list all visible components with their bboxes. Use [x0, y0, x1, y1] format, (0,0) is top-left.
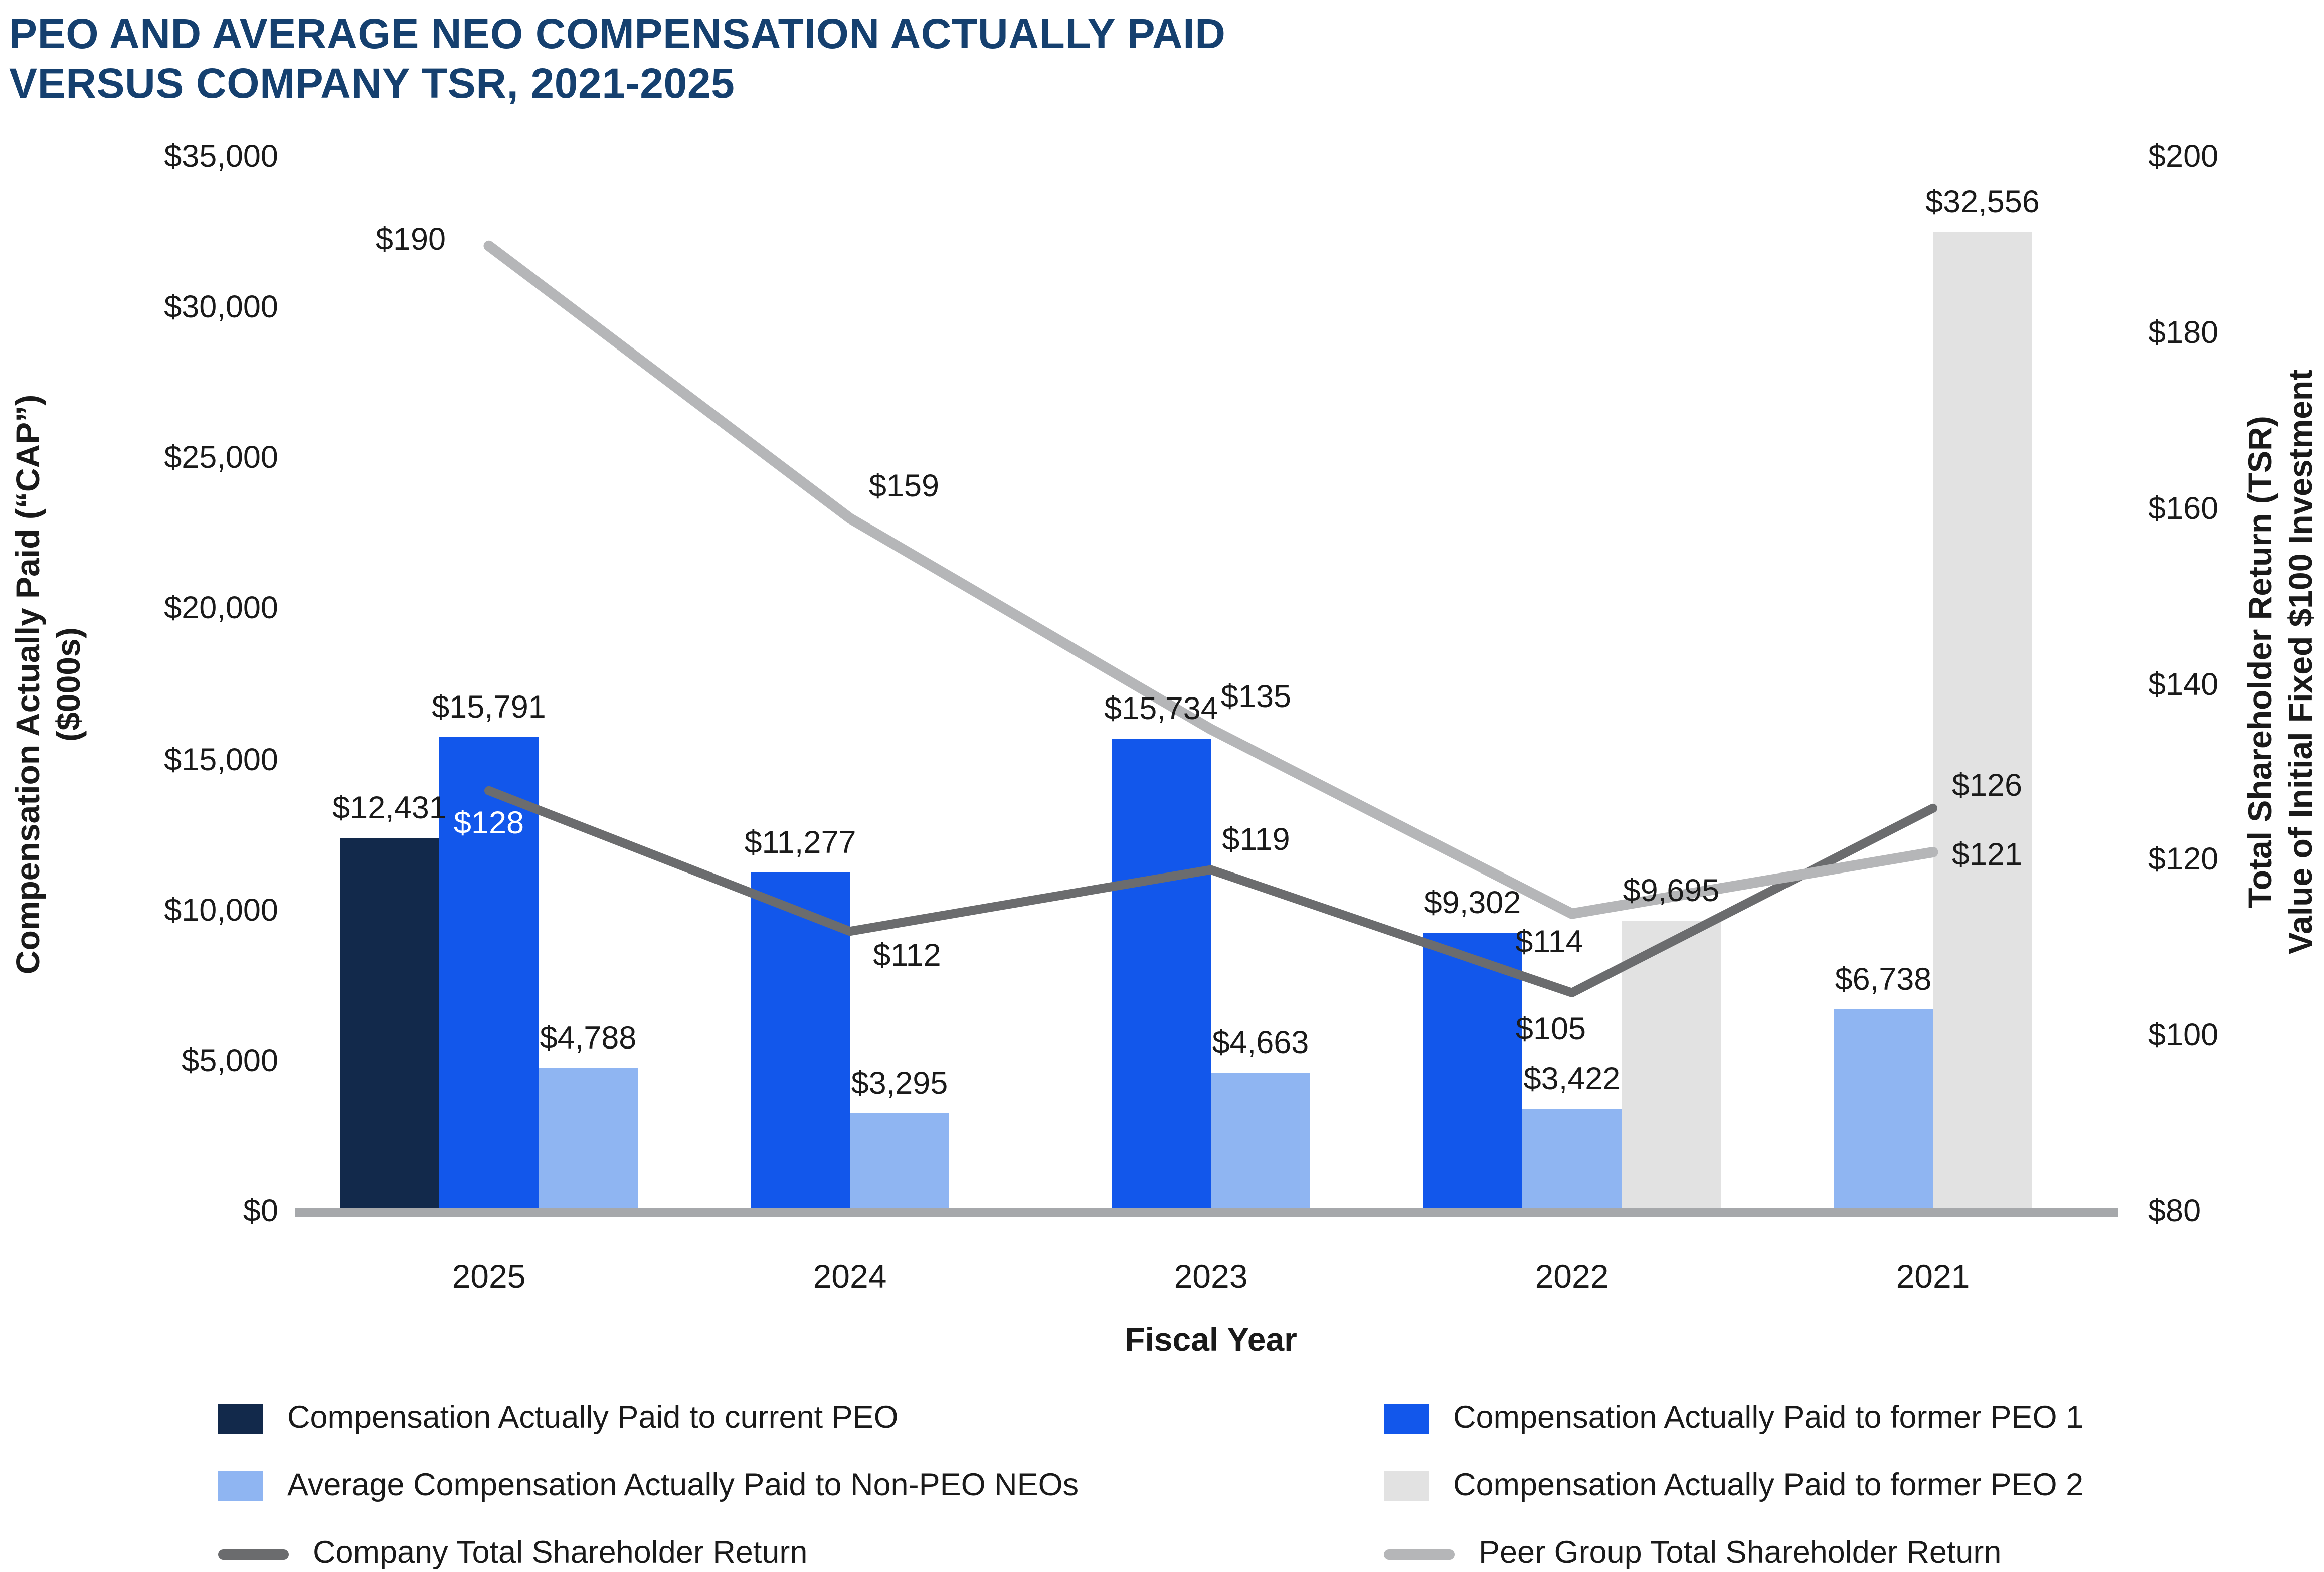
bar-value-label: $15,734	[1104, 691, 1218, 727]
legend-column: Compensation Actually Paid to former PEO…	[1384, 1401, 2083, 1572]
right-axis-tick-label: $140	[2148, 667, 2219, 702]
left-axis-tick-label: $25,000	[164, 441, 278, 476]
legend-item: Average Compensation Actually Paid to No…	[218, 1468, 1384, 1504]
tsr-point-label: $128	[453, 805, 524, 840]
right-axis-tick-label: $100	[2148, 1018, 2219, 1054]
bar	[539, 1068, 638, 1212]
legend: Compensation Actually Paid to current PE…	[218, 1401, 2324, 1572]
tsr-point-label: $112	[873, 939, 941, 974]
left-axis-tick-label: $30,000	[164, 290, 278, 325]
left-axis-tick-label: $0	[243, 1194, 278, 1229]
legend-line-swatch	[1384, 1548, 1455, 1559]
legend-line-swatch	[218, 1548, 289, 1559]
legend-label: Average Compensation Actually Paid to No…	[287, 1468, 1079, 1503]
bar	[850, 1113, 949, 1212]
tsr-point-label: $114	[1515, 926, 1583, 961]
bar	[1211, 1072, 1310, 1212]
left-axis-tick-label: $20,000	[164, 592, 278, 627]
bar-value-label: $9,302	[1424, 886, 1521, 921]
legend-label: Compensation Actually Paid to current PE…	[287, 1401, 899, 1435]
bar	[1423, 932, 1522, 1212]
bar	[1112, 738, 1211, 1212]
chart-title-line-2: VERSUS COMPANY TSR, 2021-2025	[9, 60, 735, 107]
tsr-point-label: $159	[868, 468, 940, 503]
x-axis-category-label: 2022	[1535, 1258, 1609, 1295]
legend-color-swatch	[218, 1471, 263, 1501]
legend-item: Compensation Actually Paid to current PE…	[218, 1401, 1384, 1437]
bar-value-label: $15,791	[432, 690, 546, 725]
right-axis-title: Total Shareholder Return (TSR) Value of …	[2240, 370, 2321, 954]
tsr-point-label: $121	[1951, 838, 2023, 874]
legend-item: Peer Group Total Shareholder Return	[1384, 1536, 2083, 1572]
right-axis-tick-label: $200	[2148, 140, 2219, 174]
left-axis-title: Compensation Actually Paid (“CAP”) ($000…	[8, 395, 89, 974]
tsr-point-label: $119	[1222, 823, 1290, 858]
x-axis-category-label: 2021	[1896, 1258, 1970, 1295]
legend-label: Company Total Shareholder Return	[313, 1536, 808, 1570]
legend-label: Peer Group Total Shareholder Return	[1479, 1536, 2002, 1570]
left-axis-tick-label: $10,000	[164, 893, 278, 928]
bar	[1522, 1109, 1622, 1212]
tsr-point-label: $135	[1220, 679, 1292, 715]
bar-value-label: $3,422	[1523, 1063, 1621, 1098]
legend-color-swatch	[218, 1404, 263, 1434]
bar-value-label: $6,738	[1835, 963, 1932, 998]
bar	[1834, 1009, 1933, 1212]
legend-column: Compensation Actually Paid to current PE…	[218, 1401, 1384, 1572]
x-axis-title: Fiscal Year	[1125, 1321, 1297, 1358]
right-axis-title-line-2: Value of Initial Fixed $100 Investment	[2282, 369, 2319, 955]
x-axis-baseline	[295, 1208, 2118, 1217]
bar	[1622, 920, 1721, 1212]
tsr-point-label: $105	[1515, 1012, 1586, 1047]
left-axis-tick-label: $35,000	[164, 140, 278, 174]
left-axis-tick-label: $5,000	[182, 1043, 278, 1079]
tsr-point-label: $190	[375, 223, 446, 258]
bar-value-label: $32,556	[1925, 185, 2040, 220]
tsr-point-label: $126	[1951, 769, 2023, 804]
bar	[751, 872, 850, 1212]
legend-label: Compensation Actually Paid to former PEO…	[1453, 1401, 2084, 1435]
tsr-line	[483, 240, 1938, 919]
left-axis-title-line-1: Compensation Actually Paid (“CAP”)	[9, 394, 47, 975]
bar-value-label: $3,295	[851, 1067, 948, 1101]
x-axis-category-label: 2023	[1174, 1258, 1248, 1295]
right-axis-tick-label: $180	[2148, 315, 2219, 351]
legend-item: Compensation Actually Paid to former PEO…	[1384, 1401, 2083, 1437]
bar-value-label: $12,431	[332, 791, 447, 826]
right-axis-title-line-1: Total Shareholder Return (TSR)	[2241, 416, 2279, 908]
bar	[1933, 231, 2032, 1212]
chart-title: PEO AND AVERAGE NEO COMPENSATION ACTUALL…	[9, 9, 1225, 108]
left-axis-tick-label: $15,000	[164, 742, 278, 777]
x-axis-category-label: 2024	[813, 1258, 887, 1295]
right-axis-tick-label: $160	[2148, 491, 2219, 526]
legend-item: Compensation Actually Paid to former PEO…	[1384, 1468, 2083, 1504]
legend-item: Company Total Shareholder Return	[218, 1536, 1384, 1572]
bar-value-label: $9,695	[1623, 874, 1720, 909]
chart-title-line-1: PEO AND AVERAGE NEO COMPENSATION ACTUALL…	[9, 11, 1226, 57]
x-axis-category-label: 2025	[452, 1258, 526, 1295]
legend-color-swatch	[1384, 1404, 1429, 1434]
bar	[340, 838, 439, 1212]
legend-label: Compensation Actually Paid to former PEO…	[1453, 1468, 2084, 1503]
right-axis-tick-label: $120	[2148, 842, 2219, 878]
legend-color-swatch	[1384, 1471, 1429, 1501]
bar-value-label: $4,663	[1212, 1025, 1309, 1060]
bar-value-label: $11,277	[744, 826, 856, 861]
right-axis-tick-label: $80	[2148, 1194, 2201, 1229]
left-axis-title-line-2: ($000s)	[50, 627, 87, 742]
bar-value-label: $4,788	[540, 1021, 637, 1057]
